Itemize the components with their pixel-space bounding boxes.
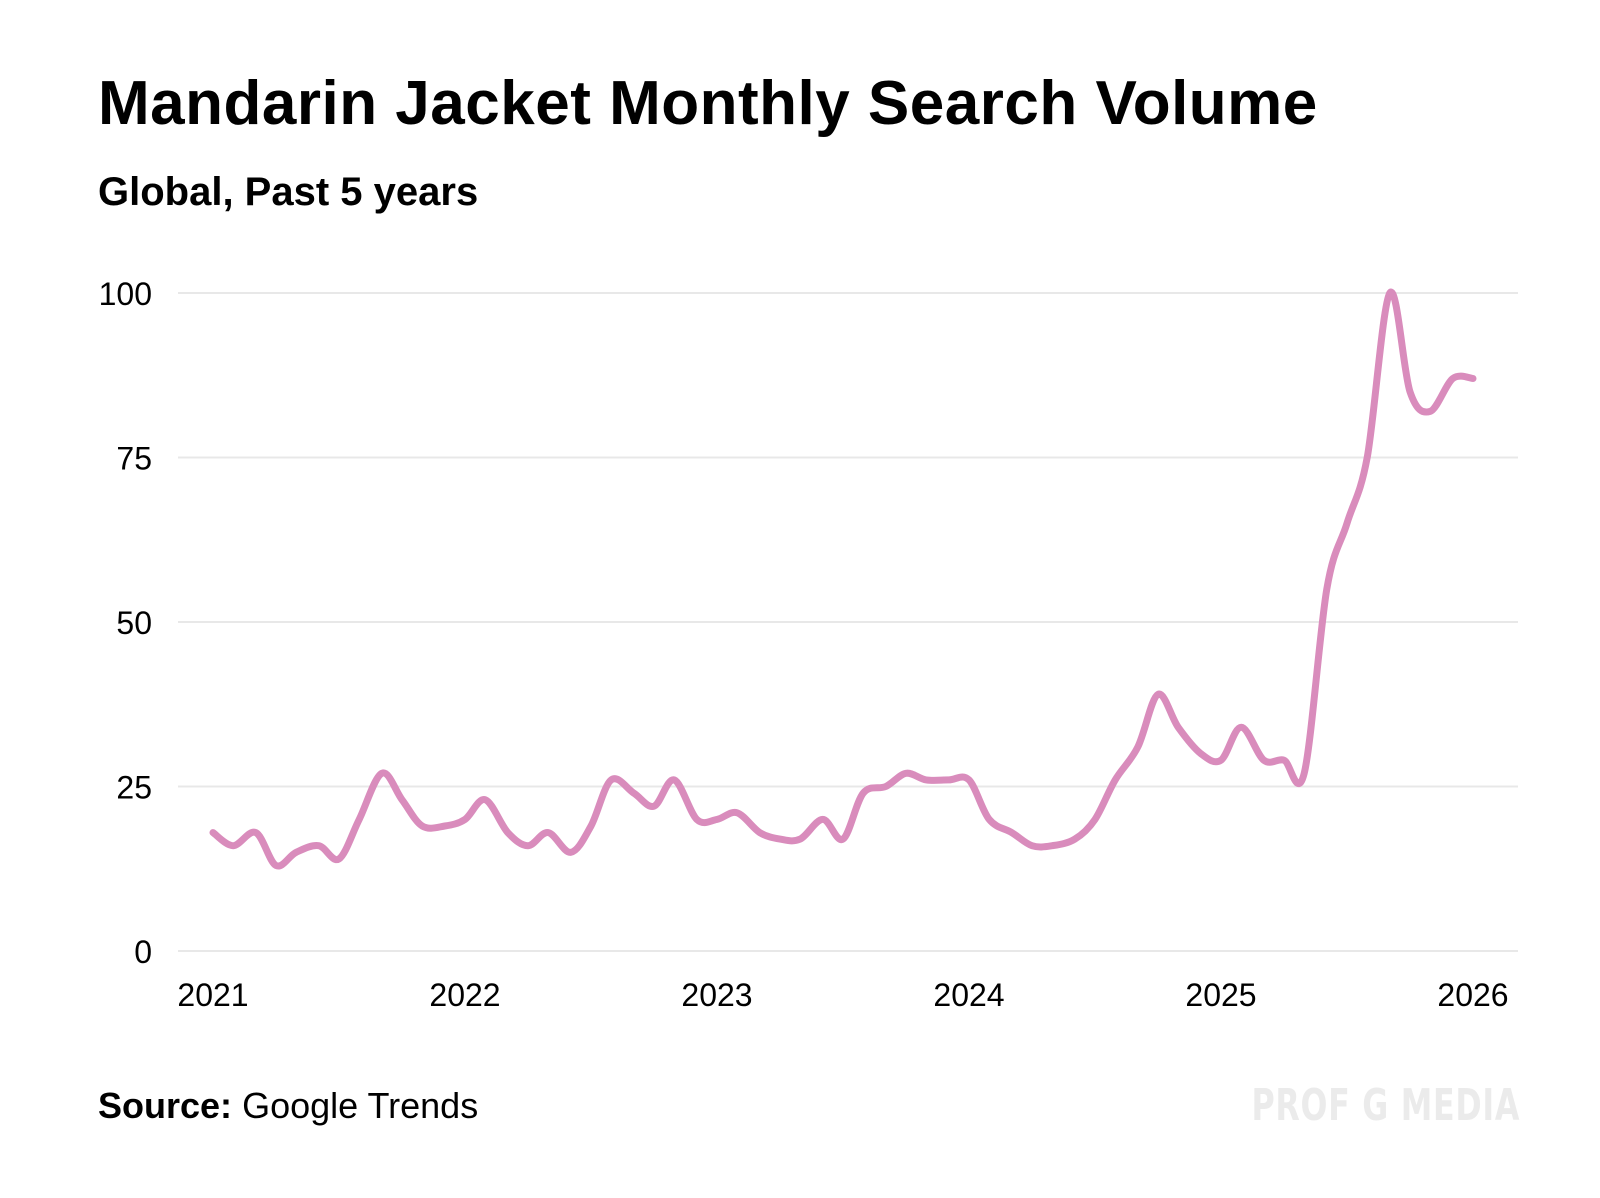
chart-subtitle: Global, Past 5 years xyxy=(98,170,479,214)
x-axis-tick-labels: 2021 2022 2023 2024 2025 2026 xyxy=(177,977,1508,1013)
grid-layer xyxy=(178,292,1518,952)
x-tick-label: 2026 xyxy=(1437,977,1508,1013)
y-tick-label: 0 xyxy=(134,934,152,970)
x-tick-label: 2023 xyxy=(681,977,752,1013)
brand-watermark: PROF G MEDIA xyxy=(1251,1080,1520,1131)
x-tick-label: 2021 xyxy=(177,977,248,1013)
source-label: Source: xyxy=(98,1085,233,1126)
x-tick-label: 2025 xyxy=(1185,977,1256,1013)
chart-title: Mandarin Jacket Monthly Search Volume xyxy=(98,69,1318,138)
y-tick-label: 75 xyxy=(116,441,152,477)
x-tick-label: 2022 xyxy=(429,977,500,1013)
y-tick-label: 25 xyxy=(116,770,152,806)
source-note: Source: Google Trends xyxy=(98,1086,478,1126)
y-axis-tick-labels: 0 25 50 75 100 xyxy=(99,276,152,970)
y-tick-label: 100 xyxy=(99,276,152,312)
y-tick-label: 50 xyxy=(116,605,152,641)
series-line xyxy=(209,288,1477,870)
x-tick-label: 2024 xyxy=(933,977,1004,1013)
series-layer xyxy=(209,288,1477,870)
source-value: Google Trends xyxy=(242,1085,479,1126)
